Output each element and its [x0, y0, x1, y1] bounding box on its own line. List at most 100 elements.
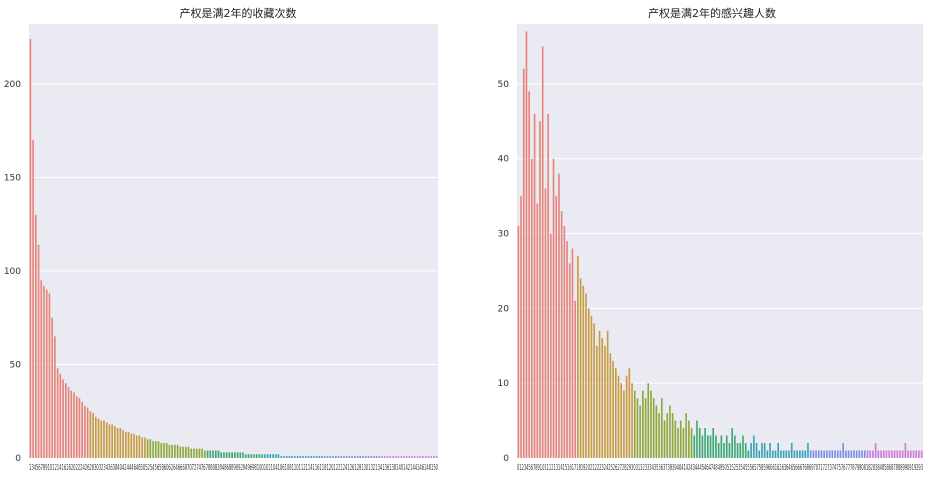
chart-right-bar	[704, 428, 706, 458]
chart-left-bar	[351, 456, 353, 458]
chart-right-bar	[812, 450, 815, 458]
chart-left-bar	[86, 407, 89, 458]
chart-right-bar	[709, 435, 712, 458]
chart-left-bar	[324, 456, 326, 458]
chart-left-y-tick-label: 50	[10, 360, 22, 370]
chart-left-bar	[152, 441, 154, 458]
chart-right-bar	[874, 443, 877, 458]
chart-right-bar	[671, 413, 674, 458]
chart-right-bar	[698, 428, 701, 458]
chart-left-bar	[212, 450, 214, 458]
chart-right-bar	[614, 368, 617, 458]
chart-left-bar	[424, 456, 427, 458]
chart-right-bar	[601, 338, 604, 458]
chart-right-bar	[918, 450, 920, 458]
chart-right-bar	[525, 31, 528, 459]
chart-left-bar	[334, 456, 337, 458]
chart-left-bar	[296, 456, 299, 458]
chart-right-bar	[650, 390, 652, 458]
chart-left-bar	[373, 456, 375, 458]
chart-right-bar	[552, 158, 555, 459]
chart-left-bar	[84, 405, 86, 458]
chart-left-bar	[195, 448, 198, 458]
chart-left-bar	[67, 386, 70, 458]
chart-right-y-ticks: 0 10 20 30 40 50	[498, 80, 510, 464]
chart-left-bar	[253, 454, 255, 458]
chart-right-bar	[820, 450, 823, 458]
chart-right-bar	[801, 450, 804, 458]
chart-right-bar	[774, 450, 777, 458]
chart-right-bar	[560, 211, 563, 458]
chart-left-bar	[94, 416, 97, 458]
chart-right-bar	[809, 450, 812, 458]
chart-right-bar	[609, 353, 612, 458]
chart-right-bar	[541, 46, 544, 459]
chart-left-bar	[198, 448, 201, 458]
chart-right-bar	[720, 435, 723, 458]
chart-left-bar	[174, 444, 176, 458]
chart-right-bar	[739, 443, 742, 458]
chart-left-bar	[329, 456, 332, 458]
chart-right-bar	[734, 435, 736, 458]
chart-right-bar	[790, 443, 793, 458]
chart-left-bar	[302, 456, 304, 458]
chart-right-bar	[850, 450, 853, 458]
chart-right-bar	[742, 435, 744, 458]
chart-right-bar	[712, 428, 715, 458]
chart-right-bar	[782, 450, 785, 458]
chart-right-bar	[574, 300, 577, 458]
chart-right-bar	[847, 450, 850, 458]
chart-right-bar	[633, 390, 636, 458]
chart-left-bar	[40, 280, 43, 458]
chart-left-bar	[430, 456, 433, 458]
chart-left-bar	[400, 456, 403, 458]
chart-left-bar	[62, 379, 64, 458]
chart-left-bar	[59, 373, 62, 458]
chart-left-bar	[386, 456, 389, 458]
chart-right-bar	[728, 443, 731, 458]
chart-left-y-tick-label: 0	[15, 454, 21, 464]
chart-right-bar	[639, 405, 641, 458]
chart-left-bar	[75, 396, 78, 458]
chart-left-bar	[220, 452, 223, 458]
chart-right-bar	[688, 420, 690, 458]
chart-right-bar	[579, 278, 582, 458]
chart-left-bar	[294, 456, 296, 458]
chart-right-bar	[744, 443, 747, 458]
chart-left-bar	[354, 456, 356, 458]
chart-right-bar	[766, 450, 769, 458]
chart-left-bar	[176, 444, 179, 458]
chart-right-bar	[788, 450, 790, 458]
chart-left-bar	[356, 456, 359, 458]
chart-left-bar	[138, 435, 141, 458]
chart-right-bar	[568, 263, 571, 458]
chart-left-bar	[299, 456, 302, 458]
chart-left-bar	[108, 424, 111, 458]
chart-left-bar	[89, 411, 92, 458]
chart-left-bar	[179, 446, 182, 458]
chart-left-bar	[375, 456, 378, 458]
chart-left-bar	[168, 444, 171, 458]
chart-right-bar	[920, 450, 923, 458]
chart-right-bar	[612, 360, 614, 458]
chart-right-bar	[736, 443, 739, 458]
chart-right-bar	[915, 450, 918, 458]
chart-right-bar	[877, 450, 880, 458]
chart-right-bar	[663, 420, 666, 458]
chart-left-bar	[435, 456, 438, 458]
chart-right-bar	[834, 450, 836, 458]
chart-right-bar	[796, 450, 798, 458]
chart-left-bar	[389, 456, 392, 458]
chart-left-bar	[124, 431, 127, 458]
chart-left-bar	[277, 454, 280, 458]
chart-left-bar	[291, 456, 293, 458]
chart-left-bar	[422, 456, 424, 458]
chart-right-bar	[690, 428, 693, 458]
chart-right-bar	[904, 443, 907, 458]
chart-right-bar	[780, 450, 782, 458]
chart-right-bar	[717, 443, 720, 458]
chart-right-bar	[872, 450, 874, 458]
chart-left-bar	[103, 420, 105, 458]
chart-right-bar	[785, 450, 788, 458]
chart-left-bar	[154, 441, 157, 458]
